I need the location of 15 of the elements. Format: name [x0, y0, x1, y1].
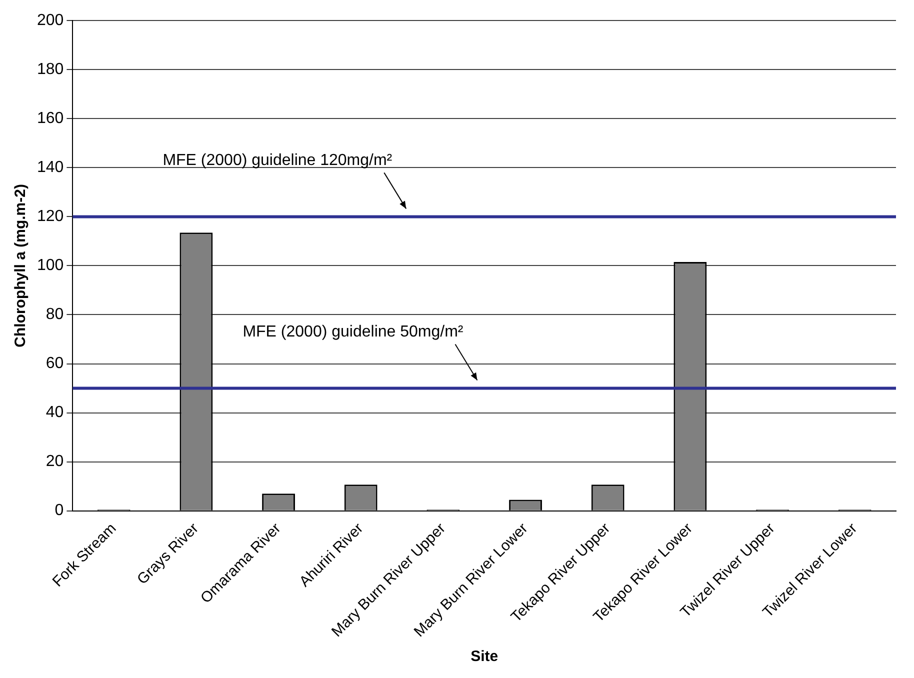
y-tick-label: 20 [46, 453, 64, 470]
y-tick-label: 0 [54, 502, 64, 520]
y-tick-label: 80 [46, 306, 64, 324]
ref-line-label: MFE (2000) guideline 120mg/m² [162, 152, 393, 170]
y-tick-label: 120 [36, 208, 64, 226]
y-axis-title: Chlorophyll a (mg.m-2) [12, 184, 30, 348]
y-tick-label: 140 [36, 159, 64, 176]
y-tick-label: 200 [36, 12, 64, 30]
y-tick-label: 100 [36, 257, 64, 274]
y-tick-label: 60 [46, 355, 64, 372]
y-tick-label: 160 [36, 110, 64, 128]
ref-line-label: MFE (2000) guideline 50mg/m² [242, 324, 464, 341]
x-axis-title: Site [470, 648, 498, 666]
y-tick-label: 40 [46, 404, 64, 422]
y-tick-label: 180 [36, 61, 64, 78]
